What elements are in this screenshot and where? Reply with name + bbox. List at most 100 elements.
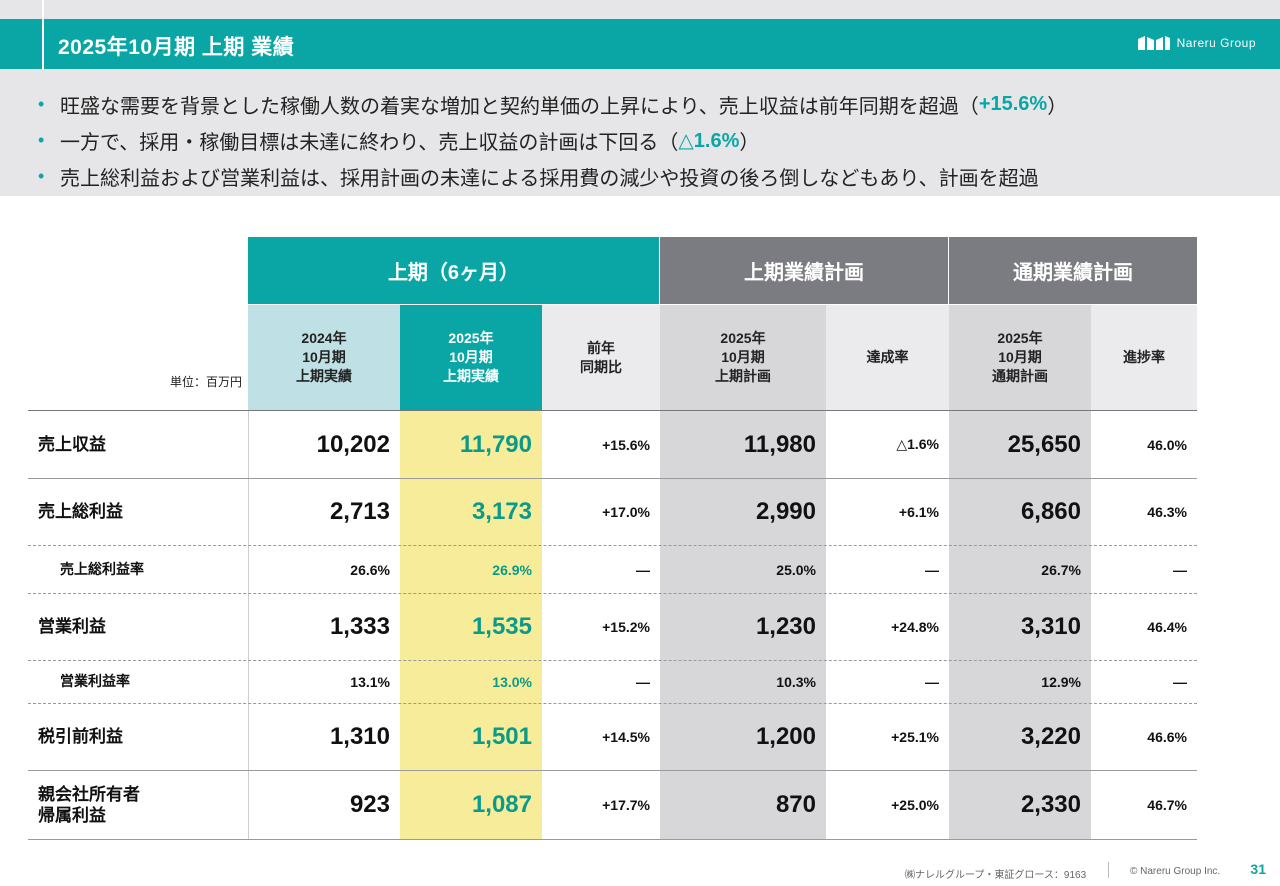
table-cell-value: 46.3% bbox=[1147, 504, 1187, 520]
table-cell-value: 1,310 bbox=[329, 723, 390, 750]
page-title: 2025年10月期 上期 業績 bbox=[58, 36, 295, 59]
table-cell-value: 12.9% bbox=[1041, 674, 1081, 690]
table-cell-value: 1,501 bbox=[471, 723, 532, 750]
table-cell-value: 13.0% bbox=[492, 674, 532, 690]
column-header: 前年 同期比 bbox=[542, 305, 660, 410]
bullet-highlight: +15.6% bbox=[978, 92, 1048, 115]
table-cell-value: — bbox=[1173, 561, 1187, 578]
footer-company: ㈱ナレルグループ・東証グロース：9163 bbox=[905, 870, 1087, 881]
column-header: 2025年 10月期 上期計画 bbox=[660, 305, 826, 410]
table-cell-value: 1,200 bbox=[755, 723, 816, 750]
table-cell-value: 25,650 bbox=[1007, 430, 1081, 458]
footer-copyright: © Nareru Group Inc. bbox=[1130, 866, 1221, 877]
row-label: 営業利益 bbox=[38, 617, 106, 637]
unit-label: 単位：百万円 bbox=[169, 374, 242, 389]
table-cell-value: 2,990 bbox=[755, 498, 816, 525]
table-cell-value: — bbox=[636, 561, 650, 578]
table-cell-value: 3,173 bbox=[471, 498, 532, 525]
column-header: 達成率 bbox=[826, 305, 949, 410]
table-cell-value: 1,333 bbox=[329, 613, 390, 640]
table-cell-value: +17.7% bbox=[602, 797, 650, 813]
bullet-dot-icon: • bbox=[38, 93, 45, 114]
title-bar-divider bbox=[42, 19, 44, 69]
table-cell-value: 1,535 bbox=[471, 613, 532, 640]
table-cell-value: +25.0% bbox=[891, 797, 939, 813]
bullet-text-end: ） bbox=[739, 131, 760, 154]
row-label: 売上収益 bbox=[38, 434, 106, 454]
column-highlight-band bbox=[949, 411, 1091, 839]
table-cell-value: 46.7% bbox=[1147, 797, 1187, 813]
table-rule bbox=[28, 770, 1197, 771]
summary-bullets: • 旺盛な需要を背景とした稼働人数の着実な増加と契約単価の上昇により、売上収益は… bbox=[0, 69, 1280, 196]
bullet-text-end: ） bbox=[1047, 95, 1068, 118]
top-strip-accent bbox=[42, 0, 44, 19]
table-cell-value: 2,330 bbox=[1020, 791, 1081, 818]
row-label: 親会社所有者 帰属利益 bbox=[38, 784, 140, 825]
table-cell-value: 46.4% bbox=[1147, 619, 1187, 635]
title-bar: 2025年10月期 上期 業績 Nareru Group bbox=[0, 19, 1280, 69]
table-rule bbox=[28, 593, 1197, 594]
table-rule bbox=[28, 839, 1197, 840]
bullet-text: 旺盛な需要を背景とした稼働人数の着実な増加と契約単価の上昇により、売上収益は前年… bbox=[60, 95, 979, 118]
bullet-item: • 売上総利益および営業利益は、採用計画の未達による採用費の減少や投資の後ろ倒し… bbox=[38, 158, 1280, 194]
column-header: 進捗率 bbox=[1091, 305, 1197, 410]
table-cell-value: +25.1% bbox=[891, 729, 939, 745]
table-cell-value: 10.3% bbox=[776, 674, 816, 690]
table-cell-value: 1,230 bbox=[755, 613, 816, 640]
table-rule bbox=[28, 703, 1197, 704]
table-cell-value: — bbox=[1173, 674, 1187, 690]
table-cell-value: 3,310 bbox=[1020, 613, 1081, 640]
column-header: 2025年 10月期 通期計画 bbox=[949, 305, 1091, 410]
nareru-logo-icon bbox=[1137, 36, 1170, 50]
table-cell-value: +14.5% bbox=[602, 729, 650, 745]
bullet-text: 売上総利益および営業利益は、採用計画の未達による採用費の減少や投資の後ろ倒しなど… bbox=[60, 167, 1039, 190]
table-cell-value: 26.9% bbox=[492, 561, 532, 578]
table-cell-value: 46.0% bbox=[1147, 436, 1187, 453]
table-cell-value: 3,220 bbox=[1020, 723, 1081, 750]
footer-divider bbox=[1108, 862, 1109, 878]
company-logo: Nareru Group bbox=[1137, 34, 1256, 52]
table-cell-value: △1.6% bbox=[896, 436, 939, 452]
row-label: 売上総利益率 bbox=[60, 560, 144, 577]
row-label: 税引前利益 bbox=[38, 727, 123, 747]
table-cell-value: +15.2% bbox=[602, 619, 650, 635]
table-cell-value: 13.1% bbox=[350, 674, 390, 690]
table-cell-value: — bbox=[925, 674, 939, 690]
column-header: 2025年 10月期 上期実績 bbox=[400, 305, 542, 410]
label-divider bbox=[248, 411, 249, 839]
table-rule bbox=[28, 545, 1197, 546]
table-cell-value: 26.6% bbox=[350, 561, 390, 578]
column-group-header: 上期（6ヶ月） bbox=[248, 237, 659, 304]
bullet-dot-icon: • bbox=[38, 165, 45, 186]
table-cell-value: 11,980 bbox=[743, 430, 816, 458]
top-strip bbox=[0, 0, 1280, 19]
table-cell-value: 10,202 bbox=[316, 430, 390, 458]
row-label: 売上総利益 bbox=[38, 502, 123, 522]
row-label: 営業利益率 bbox=[60, 673, 130, 690]
table-cell-value: 2,713 bbox=[329, 498, 390, 525]
table-cell-value: 923 bbox=[349, 791, 390, 818]
table-cell-value: +24.8% bbox=[891, 619, 939, 635]
table-cell-value: 1,087 bbox=[471, 791, 532, 818]
logo-text: Nareru Group bbox=[1176, 36, 1256, 50]
column-highlight-band bbox=[400, 411, 542, 839]
table-cell-value: 46.6% bbox=[1147, 729, 1187, 745]
table-cell-value: 6,860 bbox=[1020, 498, 1081, 525]
bullet-highlight: △1.6% bbox=[678, 129, 740, 152]
table-cell-value: 11,790 bbox=[459, 430, 532, 458]
bullet-item: • 旺盛な需要を背景とした稼働人数の着実な増加と契約単価の上昇により、売上収益は… bbox=[38, 86, 1280, 122]
table-cell-value: 870 bbox=[775, 791, 816, 818]
table-cell-value: 25.0% bbox=[776, 561, 816, 578]
table-rule bbox=[28, 410, 1197, 411]
table-cell-value: — bbox=[925, 561, 939, 578]
column-highlight-band bbox=[660, 411, 826, 839]
bullet-dot-icon: • bbox=[38, 129, 45, 150]
bullet-text: 一方で、採用・稼働目標は未達に終わり、売上収益の計画は下回る（ bbox=[60, 131, 679, 154]
table-rule bbox=[28, 478, 1197, 479]
table-cell-value: +6.1% bbox=[898, 504, 939, 520]
table-rule bbox=[28, 660, 1197, 661]
page-number: 31 bbox=[1250, 861, 1266, 877]
bullet-item: • 一方で、採用・稼働目標は未達に終わり、売上収益の計画は下回る（ △1.6%） bbox=[38, 122, 1280, 158]
table-cell-value: +17.0% bbox=[602, 504, 650, 520]
column-group-header: 上期業績計画 bbox=[660, 237, 948, 304]
